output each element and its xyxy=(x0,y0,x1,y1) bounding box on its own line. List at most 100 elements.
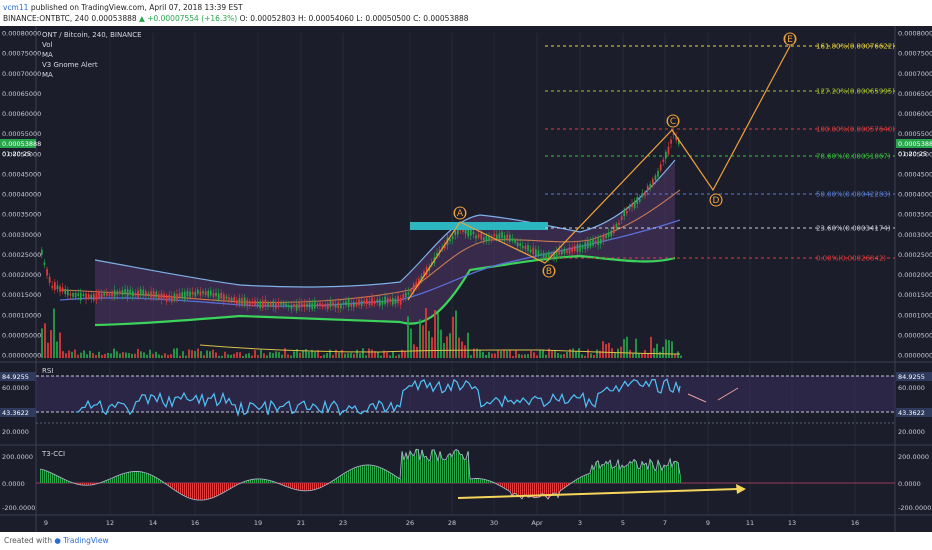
candle-body xyxy=(223,294,225,302)
cci-bar xyxy=(176,483,177,491)
volume-bar xyxy=(86,354,88,358)
volume-bar xyxy=(665,339,667,358)
cci-bar xyxy=(78,483,79,485)
cci-bar xyxy=(108,479,109,483)
volume-bar xyxy=(296,349,298,358)
candle-body xyxy=(137,290,139,298)
cci-bar xyxy=(620,469,621,483)
rsi-tick-20-right: 20.0000 xyxy=(898,428,925,436)
volume-bar xyxy=(230,354,232,358)
chart-title: ONT / Bitcoin, 240, BINANCE xyxy=(42,31,142,39)
cci-bar xyxy=(282,483,283,485)
cci-bar xyxy=(476,478,477,483)
cci-tick-200-right: 200.0000 xyxy=(898,453,929,461)
chart-frame[interactable]: 0.00080000 0.00075000 0.00070000 0.00065000… xyxy=(0,26,932,532)
cci-bar xyxy=(624,467,625,483)
price-tick-left: 0.00000000 xyxy=(2,352,41,360)
cci-bar xyxy=(286,483,287,487)
footer-brand[interactable]: TradingView xyxy=(63,536,109,545)
chart-canvas[interactable]: 0.00080000 0.00075000 0.00070000 0.00065000… xyxy=(0,26,932,532)
price-tick-right: 0.00040000 xyxy=(898,191,932,199)
volume-bar xyxy=(452,316,454,358)
volume-bar xyxy=(362,348,364,358)
rsi-upper-badge-left-text: 84.9255 xyxy=(2,373,29,381)
candle-body xyxy=(46,268,48,276)
cci-bar xyxy=(184,483,185,496)
cci-bar xyxy=(422,449,423,483)
candle-body xyxy=(74,292,77,298)
volume-bar xyxy=(566,351,568,358)
cci-bar xyxy=(614,467,615,483)
cci-bar xyxy=(374,465,375,483)
candle-body xyxy=(147,293,150,296)
cci-bar xyxy=(522,483,523,499)
cci-bar xyxy=(552,483,553,495)
date-tick: 19 xyxy=(254,519,262,527)
last-price: 0.00053888 xyxy=(91,14,137,23)
cci-bar xyxy=(88,483,89,486)
candle-body xyxy=(423,271,425,277)
date-tick: 5 xyxy=(621,519,625,527)
cci-bar xyxy=(48,471,49,483)
volume-bar xyxy=(65,353,67,358)
volume-bar xyxy=(488,351,490,358)
volume-bar xyxy=(539,349,541,358)
candle-body xyxy=(561,250,563,255)
candle-body xyxy=(337,302,340,309)
cci-bar xyxy=(518,483,519,496)
wave-labels: (A) (B) (C) (D) (E) xyxy=(453,35,796,277)
volume-bar xyxy=(152,353,154,358)
high-value: H: 0.00054060 xyxy=(297,14,354,23)
author-link[interactable]: vcm11 xyxy=(3,3,29,12)
cci-bar xyxy=(76,483,77,484)
candle-body xyxy=(43,262,46,265)
candle-body xyxy=(106,292,108,296)
cci-bar xyxy=(642,461,643,483)
date-tick: 12 xyxy=(106,519,114,527)
volume-bar xyxy=(512,355,514,358)
candle-body xyxy=(358,299,360,306)
candle-body xyxy=(103,293,106,296)
candle-body xyxy=(282,302,285,306)
fib-label: 127.20%(0.00065995) xyxy=(816,88,895,96)
volume-bar xyxy=(179,355,181,358)
candle-body xyxy=(384,296,386,305)
volume-bar xyxy=(617,348,619,358)
cci-tick-n200-left: -200.0000 xyxy=(2,504,35,512)
price-badge-left-text: 0.00053888 xyxy=(2,140,41,148)
rsi-lower-badge-right xyxy=(896,408,932,417)
rsi-lower-badge-left-text: 43.3622 xyxy=(2,409,29,417)
fib-label: 23.60%(0.00034174) xyxy=(816,225,891,233)
rsi-lower-badge-right-text: 43.3622 xyxy=(898,409,925,417)
cci-bar xyxy=(390,472,391,483)
cci-bar xyxy=(250,479,251,483)
elliott-wave-path xyxy=(407,45,791,301)
cci-bar xyxy=(674,461,675,483)
volume-bar xyxy=(356,349,358,358)
candle-body xyxy=(93,293,95,301)
candle-body xyxy=(194,291,197,297)
price-tick-right: 0.00075000 xyxy=(898,50,932,58)
cci-trend-arrow xyxy=(457,488,739,499)
candle-body xyxy=(449,239,451,242)
volume-bar xyxy=(137,348,139,358)
cci-bar xyxy=(360,466,361,483)
volume-bar xyxy=(281,354,283,358)
volume-bar xyxy=(440,329,442,358)
wave-a-label: (A) xyxy=(453,209,466,219)
price-tick-right: 0.00080000 xyxy=(898,30,932,38)
candle-body xyxy=(371,297,373,306)
cci-bar xyxy=(290,483,291,488)
cci-bar xyxy=(670,459,671,483)
volume-bar xyxy=(215,352,217,358)
cci-bar xyxy=(678,462,679,483)
cci-bar xyxy=(454,451,455,483)
candle-body xyxy=(602,235,605,241)
volume-bar xyxy=(551,351,553,358)
cci-bar xyxy=(372,465,373,483)
volume-bar xyxy=(284,348,286,358)
price-badge-right-text: 0.00053888 xyxy=(898,140,932,148)
candle-body xyxy=(373,301,376,304)
candle-body xyxy=(316,303,319,307)
cci-bar xyxy=(630,461,631,483)
